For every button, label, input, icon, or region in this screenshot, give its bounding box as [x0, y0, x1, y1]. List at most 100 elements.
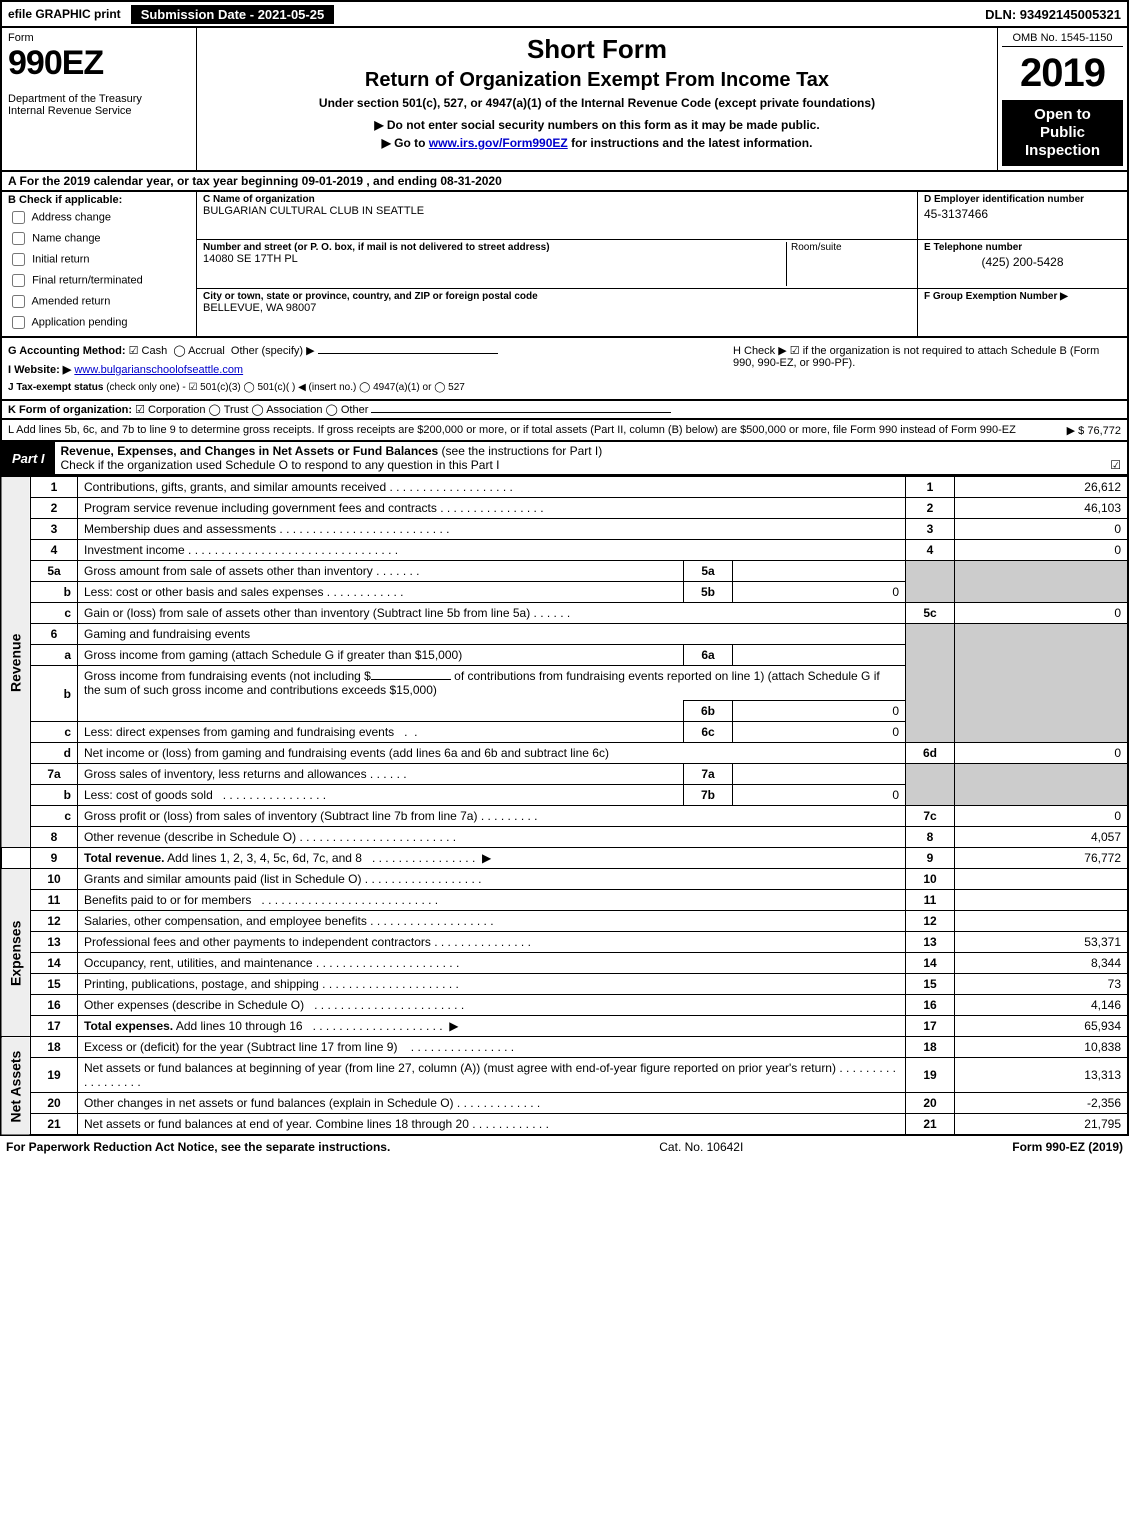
irs-link[interactable]: www.irs.gov/Form990EZ	[429, 136, 568, 150]
omb-number: OMB No. 1545-1150	[1002, 32, 1123, 47]
k-label: K Form of organization:	[8, 404, 132, 416]
section-b-checkboxes: B Check if applicable: Address change Na…	[2, 192, 197, 336]
dept-treasury: Department of the Treasury	[8, 93, 190, 105]
g-cash: Cash	[142, 345, 168, 357]
k-other-fill[interactable]	[371, 412, 671, 413]
goto-line: ▶ Go to www.irs.gov/Form990EZ for instru…	[207, 136, 987, 150]
efile-label: efile GRAPHIC print	[8, 7, 121, 21]
l-text: L Add lines 5b, 6c, and 7b to line 9 to …	[8, 424, 1016, 436]
open-line-1: Open to	[1004, 106, 1121, 124]
ssn-notice: ▶ Do not enter social security numbers o…	[207, 118, 987, 132]
dept-irs: Internal Revenue Service	[8, 105, 190, 117]
c-city-label: City or town, state or province, country…	[203, 291, 903, 302]
open-line-3: Inspection	[1004, 142, 1121, 160]
cb-application-pending[interactable]: Application pending	[8, 313, 190, 332]
e-phone-label: E Telephone number	[924, 242, 1121, 253]
header-center: Short Form Return of Organization Exempt…	[197, 28, 997, 170]
form-number: 990EZ	[8, 44, 190, 83]
ln-1-num: 1	[31, 477, 78, 498]
form-word: Form	[8, 32, 190, 44]
g-label: G Accounting Method:	[8, 345, 126, 357]
cb-name-change[interactable]: Name change	[8, 229, 190, 248]
part-i-sched-o-text: Check if the organization used Schedule …	[61, 458, 500, 472]
j-text: (check only one) - ☑ 501(c)(3) ◯ 501(c)(…	[106, 382, 465, 393]
part-i-label: Part I	[2, 449, 55, 468]
open-to-public-box: Open to Public Inspection	[1002, 100, 1123, 166]
b-title: B Check if applicable:	[8, 194, 190, 206]
h-pre: H Check ▶	[733, 345, 790, 357]
row-19: 19 Net assets or fund balances at beginn…	[1, 1058, 1128, 1093]
f-group-label: F Group Exemption Number ▶	[924, 291, 1121, 302]
website-link[interactable]: www.bulgarianschoolofseattle.com	[74, 364, 243, 376]
part-i-table: Revenue 1 Contributions, gifts, grants, …	[0, 476, 1129, 1136]
row-12: 12 Salaries, other compensation, and emp…	[1, 911, 1128, 932]
line-k-form-org: K Form of organization: ☑ Corporation ◯ …	[0, 401, 1129, 420]
row-10: Expenses 10 Grants and similar amounts p…	[1, 869, 1128, 890]
gh-row: G Accounting Method: ☑ Cash ◯ Accrual Ot…	[0, 338, 1129, 401]
d-ein-label: D Employer identification number	[924, 194, 1121, 205]
cb-final-return[interactable]: Final return/terminated	[8, 271, 190, 290]
cb-amended-return[interactable]: Amended return	[8, 292, 190, 311]
revenue-side-label: Revenue	[1, 477, 31, 848]
line-a-tax-year: A For the 2019 calendar year, or tax yea…	[0, 172, 1129, 192]
cb-address-change[interactable]: Address change	[8, 208, 190, 227]
cb-initial-return[interactable]: Initial return	[8, 250, 190, 269]
org-street: 14080 SE 17TH PL	[203, 253, 786, 265]
row-21: 21 Net assets or fund balances at end of…	[1, 1114, 1128, 1136]
submission-date-btn[interactable]: Submission Date - 2021-05-25	[131, 5, 335, 24]
part-i-title-wrap: Revenue, Expenses, and Changes in Net As…	[55, 442, 1127, 474]
row-4: 4 Investment income . . . . . . . . . . …	[1, 540, 1128, 561]
row-2: 2 Program service revenue including gove…	[1, 498, 1128, 519]
room-suite-label: Room/suite	[786, 242, 911, 285]
short-form-title: Short Form	[207, 34, 987, 65]
g-cell: G Accounting Method: ☑ Cash ◯ Accrual Ot…	[2, 338, 727, 399]
g-accrual: Accrual	[188, 345, 225, 357]
return-title: Return of Organization Exempt From Incom…	[207, 69, 987, 92]
header-left: Form 990EZ Department of the Treasury In…	[2, 28, 197, 170]
org-city: BELLEVUE, WA 98007	[203, 302, 911, 314]
header-right: OMB No. 1545-1150 2019 Open to Public In…	[997, 28, 1127, 170]
net-assets-side-label: Net Assets	[1, 1037, 31, 1136]
row-15: 15 Printing, publications, postage, and …	[1, 974, 1128, 995]
ln-1-rn: 1	[906, 477, 955, 498]
line-i-website: I Website: ▶ www.bulgarianschoolofseattl…	[8, 363, 721, 376]
row-5c: c Gain or (loss) from sale of assets oth…	[1, 603, 1128, 624]
c-name-label: C Name of organization	[203, 194, 903, 205]
row-8: 8 Other revenue (describe in Schedule O)…	[1, 827, 1128, 848]
line-h-schedule-b: H Check ▶ ☑ if the organization is not r…	[727, 338, 1127, 399]
row-7a: 7a Gross sales of inventory, less return…	[1, 764, 1128, 785]
phone-value: (425) 200-5428	[924, 255, 1121, 269]
row-6d: d Net income or (loss) from gaming and f…	[1, 743, 1128, 764]
i-label: I Website: ▶	[8, 364, 71, 376]
ln-1-val: 26,612	[955, 477, 1129, 498]
j-label: J Tax-exempt status	[8, 382, 103, 393]
footer-right: Form 990-EZ (2019)	[1012, 1140, 1123, 1154]
part-i-sched-o-check[interactable]: ☑	[1110, 458, 1121, 472]
footer-left: For Paperwork Reduction Act Notice, see …	[6, 1140, 390, 1154]
top-bar: efile GRAPHIC print Submission Date - 20…	[0, 0, 1129, 26]
row-18: Net Assets 18 Excess or (deficit) for th…	[1, 1037, 1128, 1058]
goto-post: for instructions and the latest informat…	[571, 136, 812, 150]
part-i-instr: (see the instructions for Part I)	[442, 444, 603, 458]
c-street-label: Number and street (or P. O. box, if mail…	[203, 242, 778, 253]
part-i-title: Revenue, Expenses, and Changes in Net As…	[61, 444, 439, 458]
6b-amount-fill[interactable]	[371, 679, 451, 680]
g-other-fill[interactable]	[318, 353, 498, 354]
row-20: 20 Other changes in net assets or fund b…	[1, 1093, 1128, 1114]
row-3: 3 Membership dues and assessments . . . …	[1, 519, 1128, 540]
g-other: Other (specify) ▶	[231, 345, 315, 357]
info-grid: B Check if applicable: Address change Na…	[0, 192, 1129, 338]
ein-value: 45-3137466	[924, 207, 1121, 221]
dln-label: DLN: 93492145005321	[985, 7, 1121, 22]
row-13: 13 Professional fees and other payments …	[1, 932, 1128, 953]
form-header: Form 990EZ Department of the Treasury In…	[0, 26, 1129, 172]
expenses-side-label: Expenses	[1, 869, 31, 1037]
goto-pre: ▶ Go to	[382, 136, 429, 150]
line-l-gross-receipts: L Add lines 5b, 6c, and 7b to line 9 to …	[0, 420, 1129, 442]
row-7c: c Gross profit or (loss) from sales of i…	[1, 806, 1128, 827]
l-amount: ▶ $ 76,772	[1067, 424, 1121, 437]
row-17: 17 Total expenses. Add lines 10 through …	[1, 1016, 1128, 1037]
row-11: 11 Benefits paid to or for members . . .…	[1, 890, 1128, 911]
org-name: BULGARIAN CULTURAL CLUB IN SEATTLE	[203, 205, 911, 217]
line-g-accounting: G Accounting Method: ☑ Cash ◯ Accrual Ot…	[8, 344, 721, 357]
